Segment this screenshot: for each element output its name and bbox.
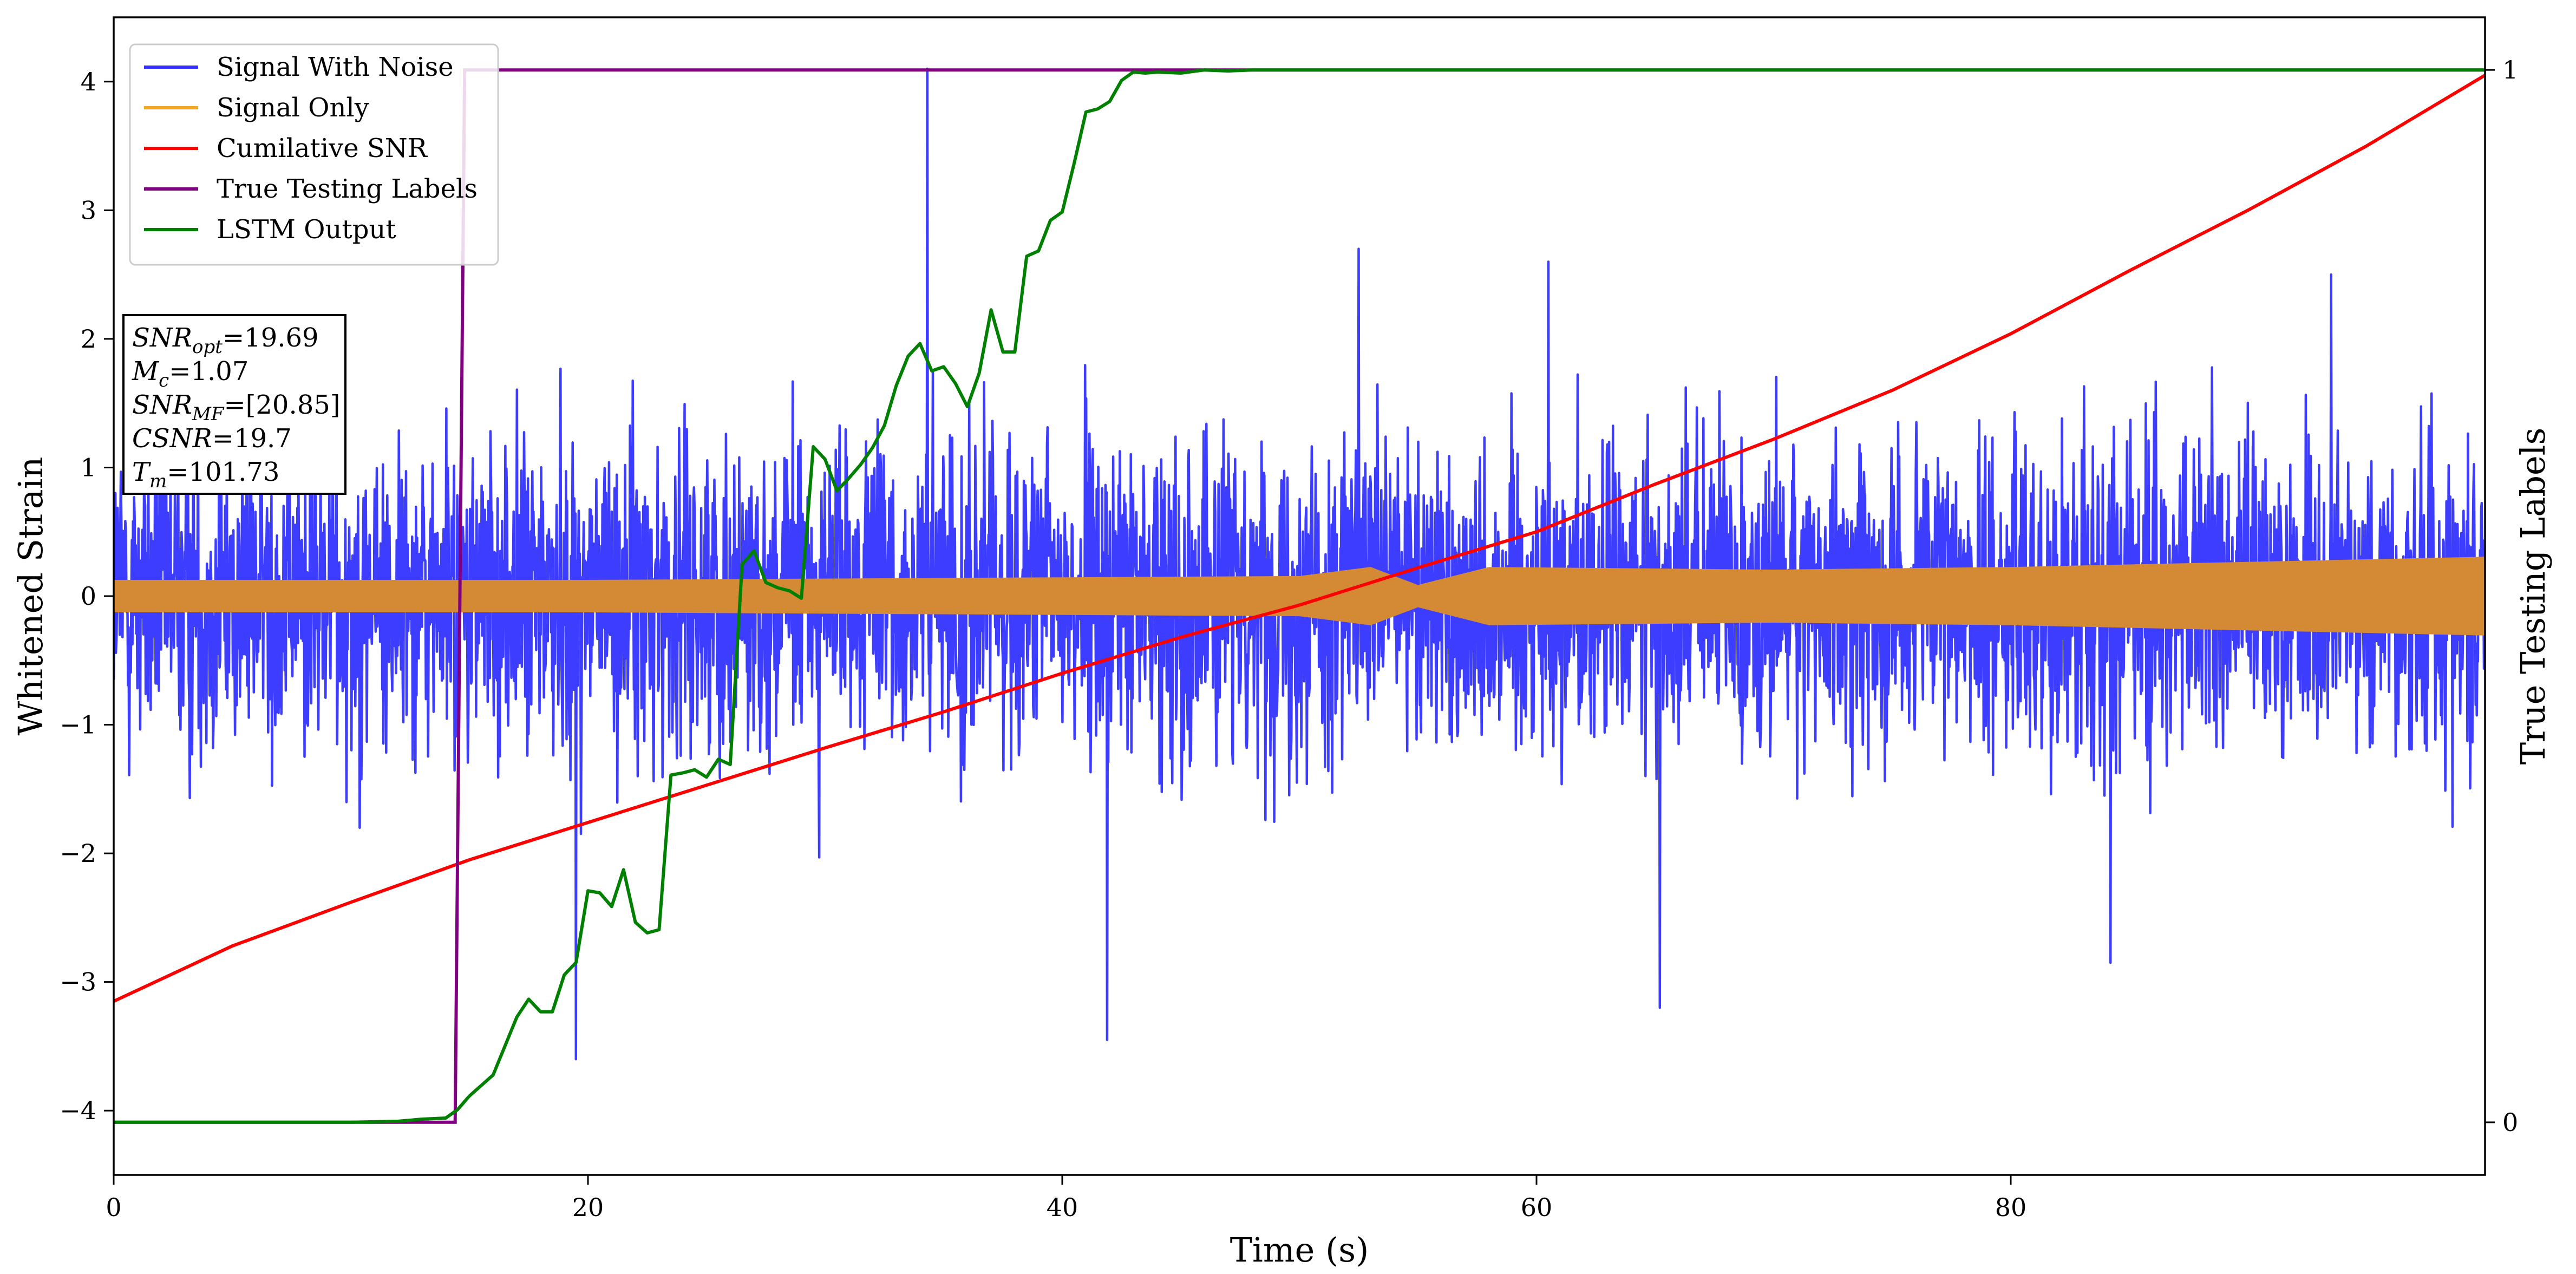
y-tick-label: 3: [81, 195, 96, 225]
legend-box: [129, 43, 499, 266]
plot-area: [114, 67, 2485, 1124]
y-tick-label: 4: [81, 67, 96, 96]
series-signal-only: [114, 557, 2485, 636]
x-tick-label: 20: [572, 1193, 604, 1222]
y-tick-label: −4: [60, 1096, 96, 1125]
y2-tick-label: 1: [2502, 55, 2518, 84]
annotation-line: CSNR=19.7: [132, 423, 292, 454]
annotation-line: Mc=1.07: [132, 356, 249, 391]
y-tick-label: −1: [60, 710, 96, 740]
y-tick-label: 1: [81, 453, 96, 482]
y-tick-label: 2: [81, 324, 96, 354]
annotation-box: SNRopt=19.69Mc=1.07SNRMF=[20.85]CSNR=19.…: [122, 314, 346, 495]
series-lstm-output: [114, 68, 2485, 1124]
legend-label: LSTM Output: [217, 214, 396, 245]
y2-tick-label: 0: [2502, 1108, 2518, 1137]
x-tick-label: 40: [1047, 1193, 1078, 1222]
legend-label: Signal Only: [217, 93, 369, 123]
y2-axis-title: True Testing Labels: [2513, 428, 2553, 765]
annotation-line: SNRMF=[20.85]: [132, 390, 341, 425]
annotation-line: Tm=101.73: [132, 457, 279, 492]
annotation-line: SNRopt=19.69: [132, 323, 319, 358]
legend-label: Cumilative SNR: [217, 133, 428, 164]
y-axis-title: Whitened Strain: [11, 457, 50, 736]
y-tick-label: 0: [81, 582, 96, 611]
legend-label: True Testing Labels: [217, 174, 478, 204]
x-axis-title: Time (s): [1230, 1230, 1369, 1270]
annotation-frame: [122, 314, 346, 495]
x-tick-label: 80: [1995, 1193, 2027, 1222]
series-cumilative-snr: [114, 74, 2485, 1003]
y-tick-label: −2: [60, 839, 96, 868]
legend: Signal With Noise Signal Only Cumilative S…: [129, 43, 499, 266]
y-tick-label: −3: [60, 968, 96, 997]
legend-label: Signal With Noise: [217, 52, 454, 82]
x-tick-label: 60: [1521, 1193, 1553, 1222]
x-tick-label: 0: [106, 1193, 121, 1222]
